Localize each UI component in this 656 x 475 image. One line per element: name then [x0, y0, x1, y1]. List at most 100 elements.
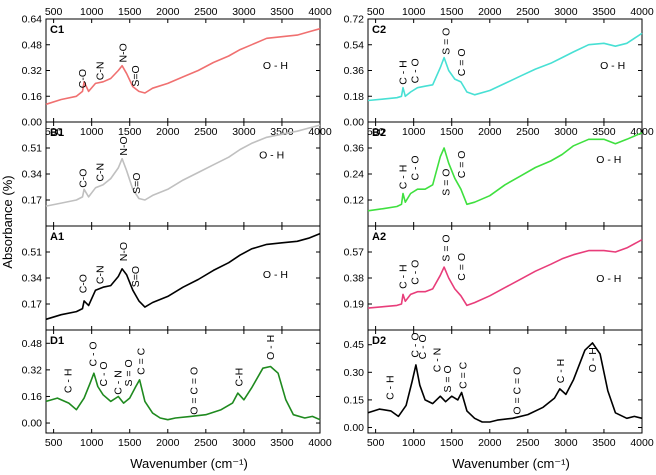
x-tick-label: 4000	[630, 437, 654, 449]
panel-label: D2	[372, 335, 386, 347]
peak-annotation: C = O	[456, 253, 468, 281]
peak-annotation: O - H	[263, 269, 288, 281]
panel-c1: 500 500 1000 1000 1500 1500 2000 2000 2500 2500 30…	[22, 6, 332, 138]
panel-c2: 500 500 1000 1000 1500 1500 2000 2000 2500 2500 30…	[344, 6, 654, 138]
peak-annotation: S=O	[130, 65, 142, 86]
peak-annotation: C - H	[397, 264, 409, 289]
y-tick-label: 0.48	[22, 39, 43, 51]
peak-annotation: C-O	[78, 274, 90, 293]
panel-label: B2	[372, 127, 386, 139]
peak-annotation: O - H	[596, 273, 621, 285]
peak-annotation: C = C	[457, 361, 469, 389]
peak-annotation: O - H	[265, 335, 277, 360]
peak-annotation: S=O	[131, 173, 143, 194]
x-tick-label: 1000	[80, 437, 104, 449]
peak-annotation: O = C = O	[511, 367, 523, 415]
peak-annotation: C - H	[384, 375, 396, 400]
peak-annotation: O - H	[263, 60, 288, 72]
y-tick-label: 0.18	[344, 91, 365, 103]
panel-a1: 0.17 0.34 0.51 A1 C-O C-N N-OS=O O - H	[22, 225, 321, 331]
peak-annotation: N-O	[118, 136, 130, 155]
y-tick-label: 0.72	[344, 14, 365, 26]
peak-annotation: S=O	[130, 266, 142, 287]
x-tick-label: 2000	[478, 437, 502, 449]
x-tick-label-top: 2500	[194, 6, 218, 18]
x-tick-label: 1000	[402, 126, 426, 138]
peak-annotation: O - H	[587, 347, 599, 372]
x-tick-label: 1500	[118, 126, 142, 138]
x-tick-label-top: 1000	[80, 6, 104, 18]
x-tick-label-top: 500	[367, 6, 385, 18]
panel-label: B1	[50, 127, 64, 139]
x-tick-label-top: 3500	[270, 6, 294, 18]
peak-annotation: C - N	[113, 370, 125, 395]
x-tick-label: 1500	[440, 437, 464, 449]
x-tick-label-top: 3500	[592, 6, 616, 18]
x-tick-label: 3000	[554, 437, 578, 449]
x-tick-label-top: 3000	[232, 6, 256, 18]
peak-annotation: S = O	[441, 28, 453, 55]
x-tick-label-top: 1500	[118, 6, 142, 18]
peak-annotation: C - O	[98, 361, 110, 386]
x-tick-label: 3000	[232, 126, 256, 138]
y-tick-label: 0.64	[22, 14, 43, 26]
spectrum-line-d1	[45, 365, 321, 421]
spectrum-line-b1	[45, 124, 321, 207]
panel-label: C1	[50, 24, 64, 36]
peak-annotation: S = O	[441, 234, 453, 261]
x-tick-label: 1000	[80, 126, 104, 138]
y-tick-label: 0.48	[22, 338, 43, 350]
y-tick-label: 0.24	[344, 169, 365, 181]
y-tick-label: 0.12	[344, 195, 365, 207]
x-tick-label-top: 3000	[554, 6, 578, 18]
x-tick-label-top: 2000	[478, 6, 502, 18]
x-tick-label: 500	[45, 126, 63, 138]
x-tick-label: 1000	[402, 437, 426, 449]
panel-label: A2	[372, 231, 386, 243]
panel-frame	[367, 329, 643, 434]
peak-annotation: C - H	[555, 359, 567, 384]
peak-annotation: C - H	[62, 369, 74, 394]
y-tick-label: 0.51	[22, 247, 43, 259]
spectrum-line-d2	[367, 342, 643, 423]
x-tick-label: 3500	[270, 437, 294, 449]
y-tick-label: 0.00	[22, 117, 43, 129]
peak-annotation: S = O	[442, 365, 454, 392]
peak-annotation: C - O	[409, 58, 421, 83]
x-tick-label-top: 500	[45, 6, 63, 18]
y-tick-label: 0.45	[344, 339, 365, 351]
y-tick-label: 0.00	[22, 418, 43, 430]
x-tick-label: 4000	[308, 437, 332, 449]
y-tick-label: 0.36	[344, 143, 365, 155]
x-tick-label: 1500	[440, 126, 464, 138]
peak-annotation: O - H	[600, 60, 625, 72]
x-tick-label: 3500	[592, 437, 616, 449]
peak-annotation: C - O	[409, 260, 421, 285]
panel-frame	[45, 329, 321, 434]
spectrum-line-b2	[367, 132, 643, 212]
peak-annotation: O - H	[596, 154, 621, 166]
y-tick-label: 0.32	[22, 364, 43, 376]
x-tick-label: 500	[367, 126, 385, 138]
peak-annotation: C-N	[94, 265, 106, 284]
y-tick-label: 0.16	[22, 91, 43, 103]
peak-annotation: O - H	[259, 150, 284, 162]
y-tick-label: 0.34	[22, 169, 43, 181]
peak-annotation: C-N	[94, 163, 106, 182]
peak-annotation: C-H	[234, 368, 246, 387]
x-tick-label: 500	[45, 437, 63, 449]
y-tick-label: 0.19	[344, 299, 365, 311]
panel-b1: 0.17 0.34 0.51 B1 C-O C-N N-O S=O O - H	[22, 121, 321, 227]
peak-annotation: C - O	[417, 334, 429, 359]
y-tick-label: 0.17	[22, 299, 43, 311]
x-tick-label: 2000	[156, 437, 180, 449]
y-tick-label: 0.17	[22, 195, 43, 207]
x-tick-label: 500	[367, 437, 385, 449]
peak-annotation: S = O	[123, 359, 135, 386]
peak-annotation: C = C	[135, 347, 147, 375]
y-tick-label: 0.32	[22, 65, 43, 77]
peak-annotation: C = O	[456, 151, 468, 179]
x-axis-title-right: Wavenumber (cm⁻¹)	[452, 456, 570, 471]
